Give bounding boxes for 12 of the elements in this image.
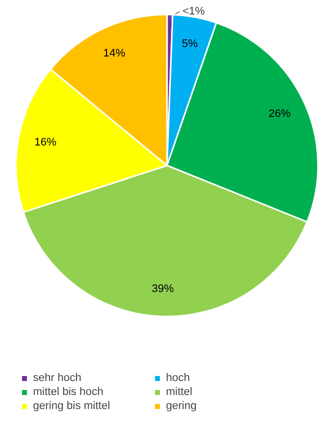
legend-label: gering xyxy=(166,399,198,413)
legend-label: mittel bis hoch xyxy=(33,385,104,399)
legend-label: gering bis mittel xyxy=(33,399,112,413)
data-label: 5% xyxy=(182,38,198,50)
data-label: 26% xyxy=(268,108,291,120)
data-label: 39% xyxy=(152,283,174,296)
legend-label: sehr hoch xyxy=(33,371,82,385)
legend-label: mittel xyxy=(166,385,194,399)
legend-label: hoch xyxy=(166,371,191,385)
data-label: <1% xyxy=(182,5,206,18)
data-label: 14% xyxy=(103,47,126,60)
data-label: 16% xyxy=(34,136,57,148)
